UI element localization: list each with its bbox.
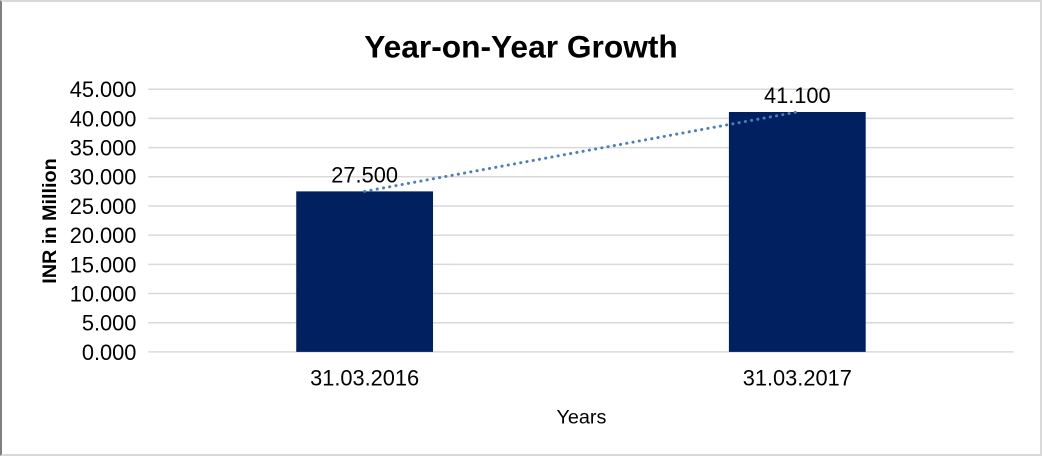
y-axis-title: INR in Million [39, 158, 61, 283]
bar [728, 111, 866, 352]
bar [296, 191, 434, 352]
y-tick-label: 20.000 [70, 223, 137, 248]
y-tick-label: 5.000 [82, 311, 137, 336]
bar-data-label: 27.500 [331, 162, 398, 187]
chart-title: Year-on-Year Growth [364, 29, 678, 65]
gridlines [148, 88, 1014, 353]
x-tick-label: 31.03.2017 [743, 366, 852, 391]
y-tick-label: 25.000 [70, 194, 137, 219]
y-tick-label: 15.000 [70, 252, 137, 277]
x-axis-title: Years [556, 406, 606, 428]
bar-series [296, 111, 866, 352]
y-tick-label: 35.000 [70, 136, 137, 161]
y-tick-label: 10.000 [70, 281, 137, 306]
trendline-path [363, 110, 799, 193]
y-tick-label: 30.000 [70, 165, 137, 190]
x-tick-label: 31.03.2016 [310, 366, 419, 391]
y-axis-tick-labels: 0.000 5.000 10.000 15.000 20.000 25.000 30.000… [70, 77, 137, 365]
y-tick-label: 40.000 [70, 106, 137, 131]
data-labels: 27.500 41.100 [331, 83, 830, 187]
bar-data-label: 41.100 [764, 83, 831, 108]
y-tick-label: 0.000 [82, 340, 137, 365]
y-tick-label: 45.000 [70, 77, 137, 102]
trendline [363, 110, 799, 193]
x-axis-tick-labels: 31.03.2016 31.03.2017 [310, 366, 852, 391]
